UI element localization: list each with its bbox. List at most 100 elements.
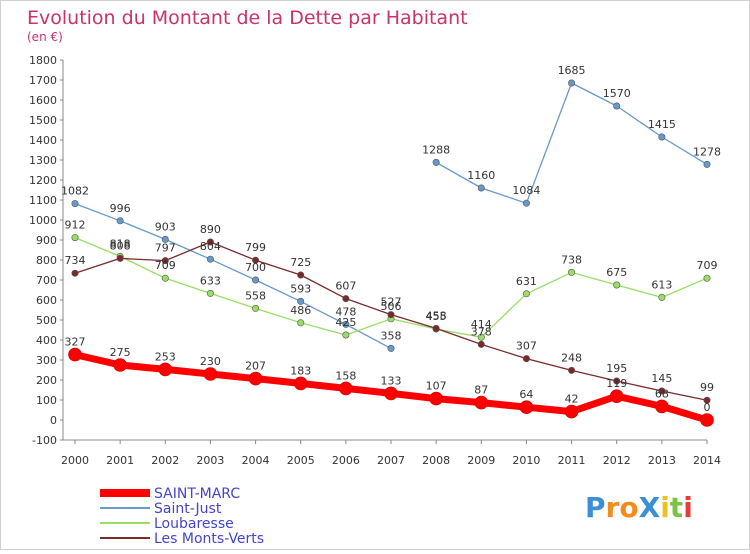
data-point <box>703 396 711 404</box>
data-point <box>703 274 711 282</box>
data-point <box>519 400 534 415</box>
legend-item: Saint-Just <box>100 501 222 517</box>
y-tick-label: 1100 <box>29 194 57 207</box>
series-saint-marc <box>68 347 714 427</box>
data-label: 996 <box>110 202 131 215</box>
data-point <box>387 311 395 319</box>
data-point <box>297 271 305 279</box>
data-label: 458 <box>426 309 447 322</box>
data-point <box>161 235 169 243</box>
data-point <box>564 404 579 419</box>
data-point <box>432 158 440 166</box>
data-label: 64 <box>519 388 533 401</box>
data-point <box>613 281 621 289</box>
data-label: 558 <box>245 289 266 302</box>
data-point <box>522 290 530 298</box>
legend-label: Saint-Just <box>154 501 222 517</box>
data-label: 158 <box>335 369 356 382</box>
chart-subtitle: (en €) <box>27 30 63 44</box>
x-tick-label: 2001 <box>106 454 134 467</box>
x-tick-label: 2006 <box>332 454 360 467</box>
x-tick-label: 2007 <box>377 454 405 467</box>
data-point <box>522 355 530 363</box>
data-labels: 1082 996 903 804 700 593 478 358 1288 1160 1084 168… <box>61 64 721 414</box>
y-tick-label: 400 <box>36 334 57 347</box>
y-tick-label: 0 <box>50 414 57 427</box>
data-label: 99 <box>700 381 714 394</box>
data-label: 486 <box>290 304 311 317</box>
data-label: 253 <box>155 350 176 363</box>
y-tick-label: -100 <box>32 434 57 447</box>
data-point <box>71 269 79 277</box>
y-tick-label: 1600 <box>29 94 57 107</box>
data-label: 675 <box>606 266 627 279</box>
data-label: 42 <box>565 393 579 406</box>
data-label: 1415 <box>648 118 676 131</box>
data-label: 1570 <box>603 87 631 100</box>
y-tick-label: 100 <box>36 394 57 407</box>
y-tick-label: 1300 <box>29 154 57 167</box>
proxiti-logo: ProXiti <box>585 491 693 524</box>
data-point <box>293 376 308 391</box>
legend-label: Les Monts-Verts <box>154 531 264 547</box>
data-point <box>432 324 440 332</box>
data-point <box>568 79 576 87</box>
series-saint-just <box>432 79 711 207</box>
data-label: 414 <box>471 318 492 331</box>
data-point <box>609 389 624 404</box>
series-saint-just <box>71 200 395 352</box>
data-point <box>206 289 214 297</box>
data-label: 275 <box>110 346 131 359</box>
data-point <box>387 344 395 352</box>
data-point <box>252 256 260 264</box>
data-point <box>342 320 350 328</box>
x-tick-label: 2012 <box>603 454 631 467</box>
data-label: 903 <box>155 220 176 233</box>
data-point <box>658 387 666 395</box>
data-label: 1288 <box>422 143 450 156</box>
x-tick-label: 2010 <box>512 454 540 467</box>
data-label: 890 <box>200 223 221 236</box>
data-point <box>342 295 350 303</box>
data-point <box>429 391 443 406</box>
data-label: 527 <box>381 296 402 309</box>
data-point <box>613 102 621 110</box>
x-tick-label: 2005 <box>287 454 315 467</box>
data-point <box>71 200 79 208</box>
y-tick-label: 1400 <box>29 134 57 147</box>
data-label: 195 <box>606 362 627 375</box>
data-point <box>655 399 669 414</box>
series-les-monts-verts <box>71 238 711 404</box>
data-point <box>116 217 124 225</box>
data-point <box>248 371 263 386</box>
data-label: 183 <box>290 364 311 377</box>
data-point <box>161 274 169 282</box>
data-point <box>68 347 82 362</box>
legend-item: SAINT-MARC <box>100 486 240 502</box>
data-point <box>206 238 214 246</box>
data-label: 633 <box>200 274 221 287</box>
y-tick-label: 1200 <box>29 174 57 187</box>
data-label: 1084 <box>512 184 540 197</box>
y-tick-label: 900 <box>36 234 57 247</box>
data-point <box>297 319 305 327</box>
axes: -100 0 100 200 300 400 500 600 700 800 900 1000 1100… <box>29 54 721 467</box>
data-label: 631 <box>516 275 537 288</box>
y-tick-label: 1000 <box>29 214 57 227</box>
x-tick-label: 2013 <box>648 454 676 467</box>
data-label: 725 <box>290 256 311 269</box>
data-label: 455 <box>426 310 447 323</box>
data-label: 797 <box>155 242 176 255</box>
data-label: 506 <box>381 300 402 313</box>
data-point <box>203 367 218 381</box>
data-point <box>700 413 714 427</box>
data-point <box>158 362 173 377</box>
data-point <box>477 333 485 341</box>
data-label: 68 <box>655 387 669 400</box>
y-tick-label: 500 <box>36 314 57 327</box>
data-label: 307 <box>516 340 537 353</box>
data-label: 327 <box>65 336 86 349</box>
